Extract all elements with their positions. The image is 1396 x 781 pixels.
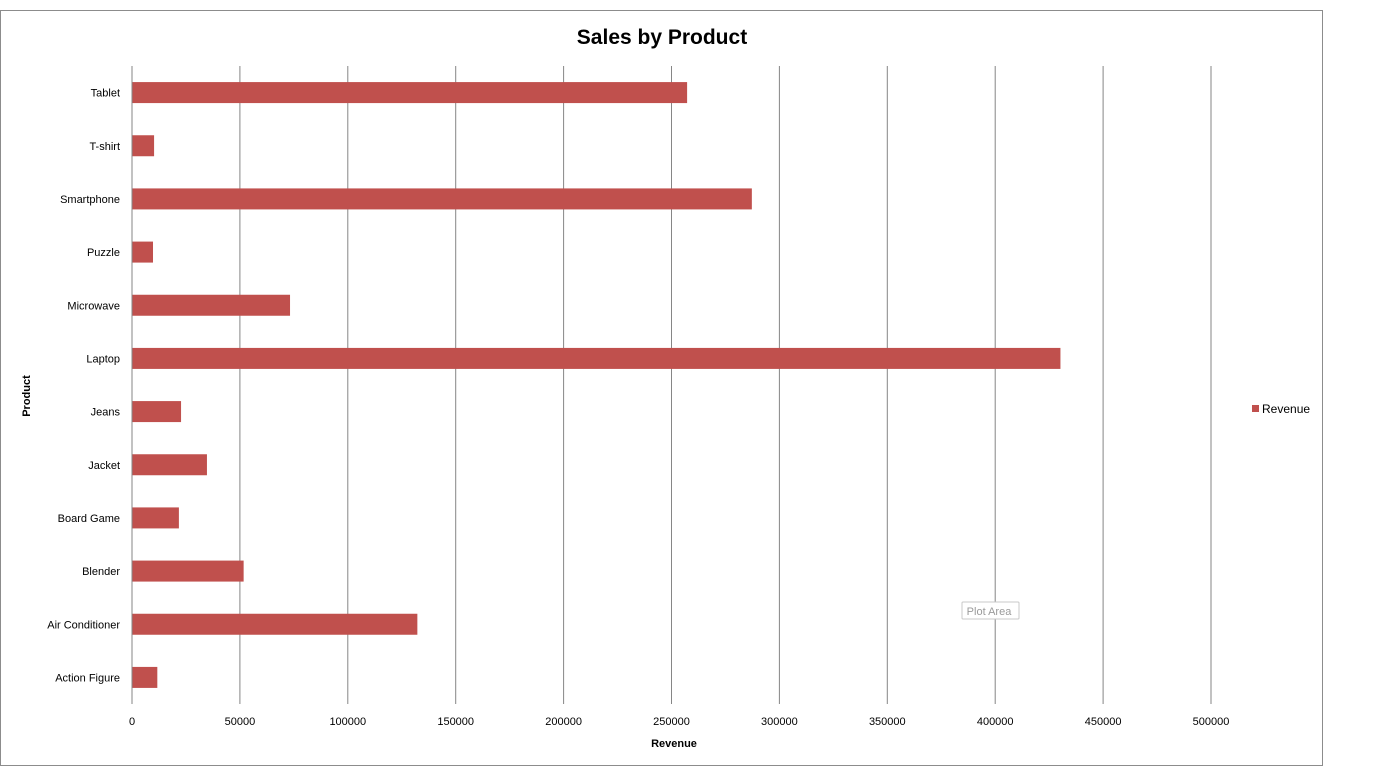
bar[interactable] (132, 294, 291, 316)
bar[interactable] (132, 560, 244, 582)
legend[interactable]: Revenue (1252, 402, 1310, 416)
x-tick-label: 250000 (653, 716, 690, 728)
y-axis-title: Product (21, 375, 33, 417)
category-labels: Tablet T-shirt Smartphone Puzzle Microwave La… (47, 88, 120, 685)
bar[interactable] (132, 454, 207, 476)
category-label: Jeans (91, 407, 121, 419)
x-tick-label: 0 (129, 716, 135, 728)
bar[interactable] (132, 347, 1061, 369)
x-tick-label: 300000 (761, 716, 798, 728)
legend-swatch (1252, 405, 1259, 412)
x-tick-label: 150000 (437, 716, 474, 728)
category-label: Laptop (86, 353, 120, 365)
value-tick-labels: 0 50000 100000 150000 200000 250000 300000 3500… (129, 716, 1229, 728)
bars (132, 82, 1061, 688)
x-tick-label: 200000 (545, 716, 582, 728)
chart-title: Sales by Product (577, 26, 747, 49)
x-tick-label: 100000 (329, 716, 366, 728)
category-label: Microwave (67, 300, 120, 312)
bar[interactable] (132, 401, 182, 423)
category-label: Blender (82, 566, 120, 578)
chart-container: Sales by Product Tablet T-shirt Smartphone… (0, 10, 1323, 766)
category-label: Puzzle (87, 247, 120, 259)
category-label: T-shirt (89, 141, 120, 153)
category-label: Smartphone (60, 194, 120, 206)
tooltip-box (961, 601, 1020, 620)
x-tick-label: 400000 (977, 716, 1014, 728)
bar[interactable] (132, 666, 158, 688)
x-tick-label: 350000 (869, 716, 906, 728)
x-axis-title: Revenue (651, 738, 697, 750)
x-tick-label: 500000 (1193, 716, 1230, 728)
category-label: Air Conditioner (47, 619, 120, 631)
gridlines (239, 66, 1212, 704)
legend-label: Revenue (1262, 402, 1310, 416)
bar[interactable] (132, 613, 418, 635)
category-label: Tablet (91, 88, 120, 100)
category-label: Board Game (58, 513, 120, 525)
bar[interactable] (132, 507, 179, 529)
x-tick-label: 50000 (225, 716, 256, 728)
x-tick-label: 450000 (1085, 716, 1122, 728)
bar[interactable] (132, 188, 752, 210)
tooltip-text: Plot Area (967, 606, 1013, 618)
bar[interactable] (132, 241, 154, 263)
plot-area-tooltip: Plot Area (961, 601, 1020, 620)
bar[interactable] (132, 82, 688, 104)
bar-chart: Sales by Product Tablet T-shirt Smartphone… (21, 26, 1310, 750)
category-label: Action Figure (55, 672, 120, 684)
category-label: Jacket (88, 460, 120, 472)
bar[interactable] (132, 135, 155, 157)
